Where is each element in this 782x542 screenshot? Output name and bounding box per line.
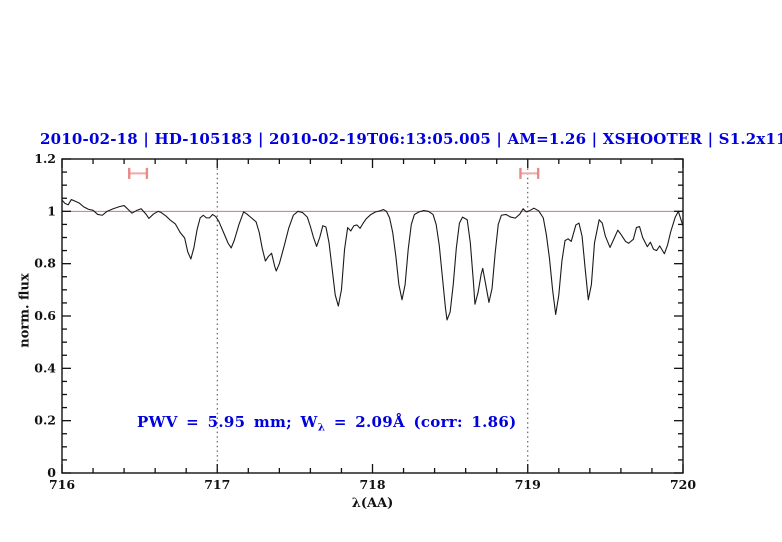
x-tick-label-719: 719	[515, 477, 541, 492]
x-tick-label-718: 718	[359, 477, 385, 492]
y-tick-label-0: 0	[47, 465, 56, 480]
pwv-annotation-suffix: = 2.09Å (corr: 1.86)	[325, 413, 517, 431]
y-tick-label-0.8: 0.8	[34, 256, 56, 271]
spectrum-line-telluric-spectrum	[61, 199, 684, 321]
x-axis-label: λ(AA)	[351, 496, 394, 511]
x-tick-label-720: 720	[670, 477, 696, 492]
pwv-annotation-lambda-subscript: λ	[317, 421, 326, 434]
y-tick-label-0.4: 0.4	[34, 360, 56, 375]
pwv-annotation: PWV = 5.95 mm; Wλ = 2.09Å (corr: 1.86)	[137, 413, 517, 433]
y-tick-label-1.2: 1.2	[34, 151, 56, 166]
y-tick-label-0.2: 0.2	[34, 413, 56, 428]
pwv-annotation-prefix: PWV = 5.95 mm; W	[137, 413, 318, 431]
x-tick-label-717: 717	[204, 477, 230, 492]
plot-title: 2010-02-18 | HD-105183 | 2010-02-19T06:1…	[40, 130, 782, 148]
y-tick-label-0.6: 0.6	[34, 308, 56, 323]
y-axis-label: norm. flux	[17, 273, 33, 348]
x-tick-label-716: 716	[49, 477, 75, 492]
y-tick-label-1: 1	[47, 203, 56, 218]
